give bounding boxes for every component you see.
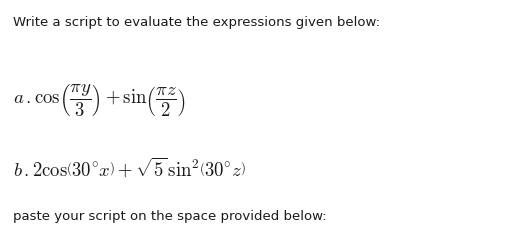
Text: paste your script on the space provided below:: paste your script on the space provided … [13, 209, 326, 222]
Text: $b\,.\mathrm{2cos}\left(30^{\circ}x\right)+\sqrt{5}\,\mathrm{sin}^{2}\left(30^{\: $b\,.\mathrm{2cos}\left(30^{\circ}x\righ… [13, 155, 246, 179]
Text: $a\,.\mathrm{cos}\left(\dfrac{\pi y}{3}\right)+\mathrm{sin}\left(\dfrac{\pi z}{2: $a\,.\mathrm{cos}\left(\dfrac{\pi y}{3}\… [13, 82, 185, 117]
Text: Write a script to evaluate the expressions given below:: Write a script to evaluate the expressio… [13, 16, 380, 29]
